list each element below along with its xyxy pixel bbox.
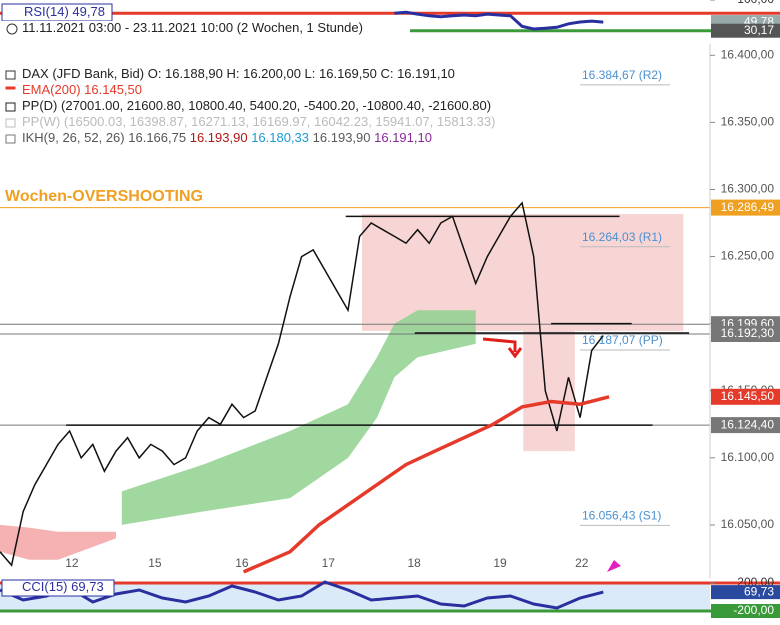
level-badge bbox=[711, 388, 780, 405]
level-badge bbox=[711, 199, 780, 216]
y-tick-label: 16.050,00 bbox=[721, 517, 775, 531]
y-tick-label: 16.100,00 bbox=[721, 450, 775, 464]
y-tick-label: 69,73 bbox=[744, 584, 774, 598]
text-part: 16.193,90 bbox=[190, 130, 248, 145]
text-part: CCI(15) bbox=[22, 579, 68, 594]
x-tick-label: 22 bbox=[575, 556, 589, 570]
clock-icon bbox=[6, 23, 18, 35]
legend-entry: IKH(9, 26, 52, 26) 16.166,75 16.193,90 1… bbox=[22, 130, 432, 145]
cloud bbox=[121, 310, 476, 525]
value-badge bbox=[711, 585, 780, 600]
x-tick-label: 19 bbox=[493, 556, 507, 570]
y-tick-label: -200,00 bbox=[733, 603, 774, 617]
legend-entry: RSI(14) 49,78 bbox=[24, 4, 105, 19]
y-tick-label: 16.350,00 bbox=[721, 115, 775, 129]
legend-icon bbox=[5, 118, 16, 128]
price-line bbox=[242, 395, 610, 574]
price-line bbox=[0, 201, 604, 567]
x-tick-label: 12 bbox=[65, 556, 79, 570]
y-tick-label: 16.300,00 bbox=[721, 182, 775, 196]
level-badge bbox=[711, 325, 780, 342]
text-part: 16.166,75 bbox=[128, 130, 186, 145]
value-badge bbox=[711, 23, 780, 38]
pivot-label: 16.384,67 (R2) bbox=[582, 68, 662, 82]
x-tick-label: 15 bbox=[148, 556, 162, 570]
text-part: (2 Wochen, 1 Stunde) bbox=[237, 20, 363, 35]
level-label: 16.192,30 bbox=[721, 326, 775, 340]
pivot-label: 16.264,03 (R1) bbox=[582, 230, 662, 244]
x-tick-label: 17 bbox=[322, 556, 336, 570]
legend-icon bbox=[5, 134, 16, 144]
value-badge bbox=[711, 603, 780, 618]
text-part: 16.180,33 bbox=[251, 130, 309, 145]
text-part: 16.145,50 bbox=[84, 82, 142, 97]
arrow bbox=[607, 560, 621, 572]
x-tick-label: 16 bbox=[235, 556, 249, 570]
text-part: PP(W) bbox=[22, 114, 60, 129]
text-part: 16.191,10 bbox=[374, 130, 432, 145]
legend-icon bbox=[5, 102, 16, 112]
indicator-line bbox=[394, 10, 604, 31]
y-tick-label: 16.250,00 bbox=[721, 249, 775, 263]
zone bbox=[523, 330, 575, 452]
legend-box bbox=[1, 579, 115, 597]
level-label: 16.286,49 bbox=[721, 200, 775, 214]
text-part: 11.11.2021 03:00 - 23.11.2021 10:00 bbox=[22, 20, 233, 35]
legend-entry: EMA(200) 16.145,50 bbox=[22, 82, 142, 97]
text-part: (16500.03, 16398.87, 16271.13, 16169.97,… bbox=[64, 114, 496, 129]
annotation: Wochen-OVERSHOOTING bbox=[5, 188, 203, 205]
text-part: IKH(9, 26, 52, 26) bbox=[22, 130, 125, 145]
legend-icon bbox=[5, 70, 16, 80]
text-part: DAX (JFD Bank, Bid) bbox=[22, 66, 144, 81]
legend-entry: PP(W) (16500.03, 16398.87, 16271.13, 161… bbox=[22, 114, 495, 129]
pivot-label: 16.187,07 (PP) bbox=[582, 333, 663, 347]
pivot-label: 16.056,43 (S1) bbox=[582, 508, 661, 522]
y-tick-label: 30,17 bbox=[744, 23, 774, 37]
y-tick-label: 16.400,00 bbox=[721, 47, 775, 61]
text-part: 69,73 bbox=[71, 579, 104, 594]
text-part: (27001.00, 21600.80, 10800.40, 5400.20, … bbox=[61, 98, 491, 113]
x-tick-label: 18 bbox=[407, 556, 421, 570]
level-label: 16.124,40 bbox=[721, 417, 775, 431]
y-tick-label: 100,00 bbox=[737, 0, 774, 6]
legend-entry: DAX (JFD Bank, Bid) O: 16.188,90 H: 16.2… bbox=[22, 66, 455, 81]
text-part: 49,78 bbox=[72, 4, 105, 19]
legend-entry: CCI(15) 69,73 bbox=[22, 579, 104, 594]
date-range: 11.11.2021 03:00 - 23.11.2021 10:00 (2 W… bbox=[22, 20, 363, 35]
band bbox=[0, 582, 710, 611]
legend-icon bbox=[5, 86, 16, 90]
text-part: 16.193,90 bbox=[313, 130, 371, 145]
legend-entry: PP(D) (27001.00, 21600.80, 10800.40, 540… bbox=[22, 98, 491, 113]
cloud bbox=[0, 524, 116, 560]
price-panel: 16.384,67 (R2) 16.264,03 (R1) 16.187,07 (P… bbox=[0, 68, 710, 574]
text-part: O: 16.188,90 H: 16.200,00 L: 16.169,50 C… bbox=[148, 66, 455, 81]
text-part: RSI(14) bbox=[24, 4, 69, 19]
text-part: PP(D) bbox=[22, 98, 57, 113]
indicator-line bbox=[0, 580, 604, 610]
legend-bg bbox=[0, 21, 410, 37]
level-label: 16.145,50 bbox=[721, 389, 775, 403]
text-part: EMA(200) bbox=[22, 82, 81, 97]
arrow bbox=[482, 337, 523, 359]
level-badge bbox=[711, 417, 780, 434]
